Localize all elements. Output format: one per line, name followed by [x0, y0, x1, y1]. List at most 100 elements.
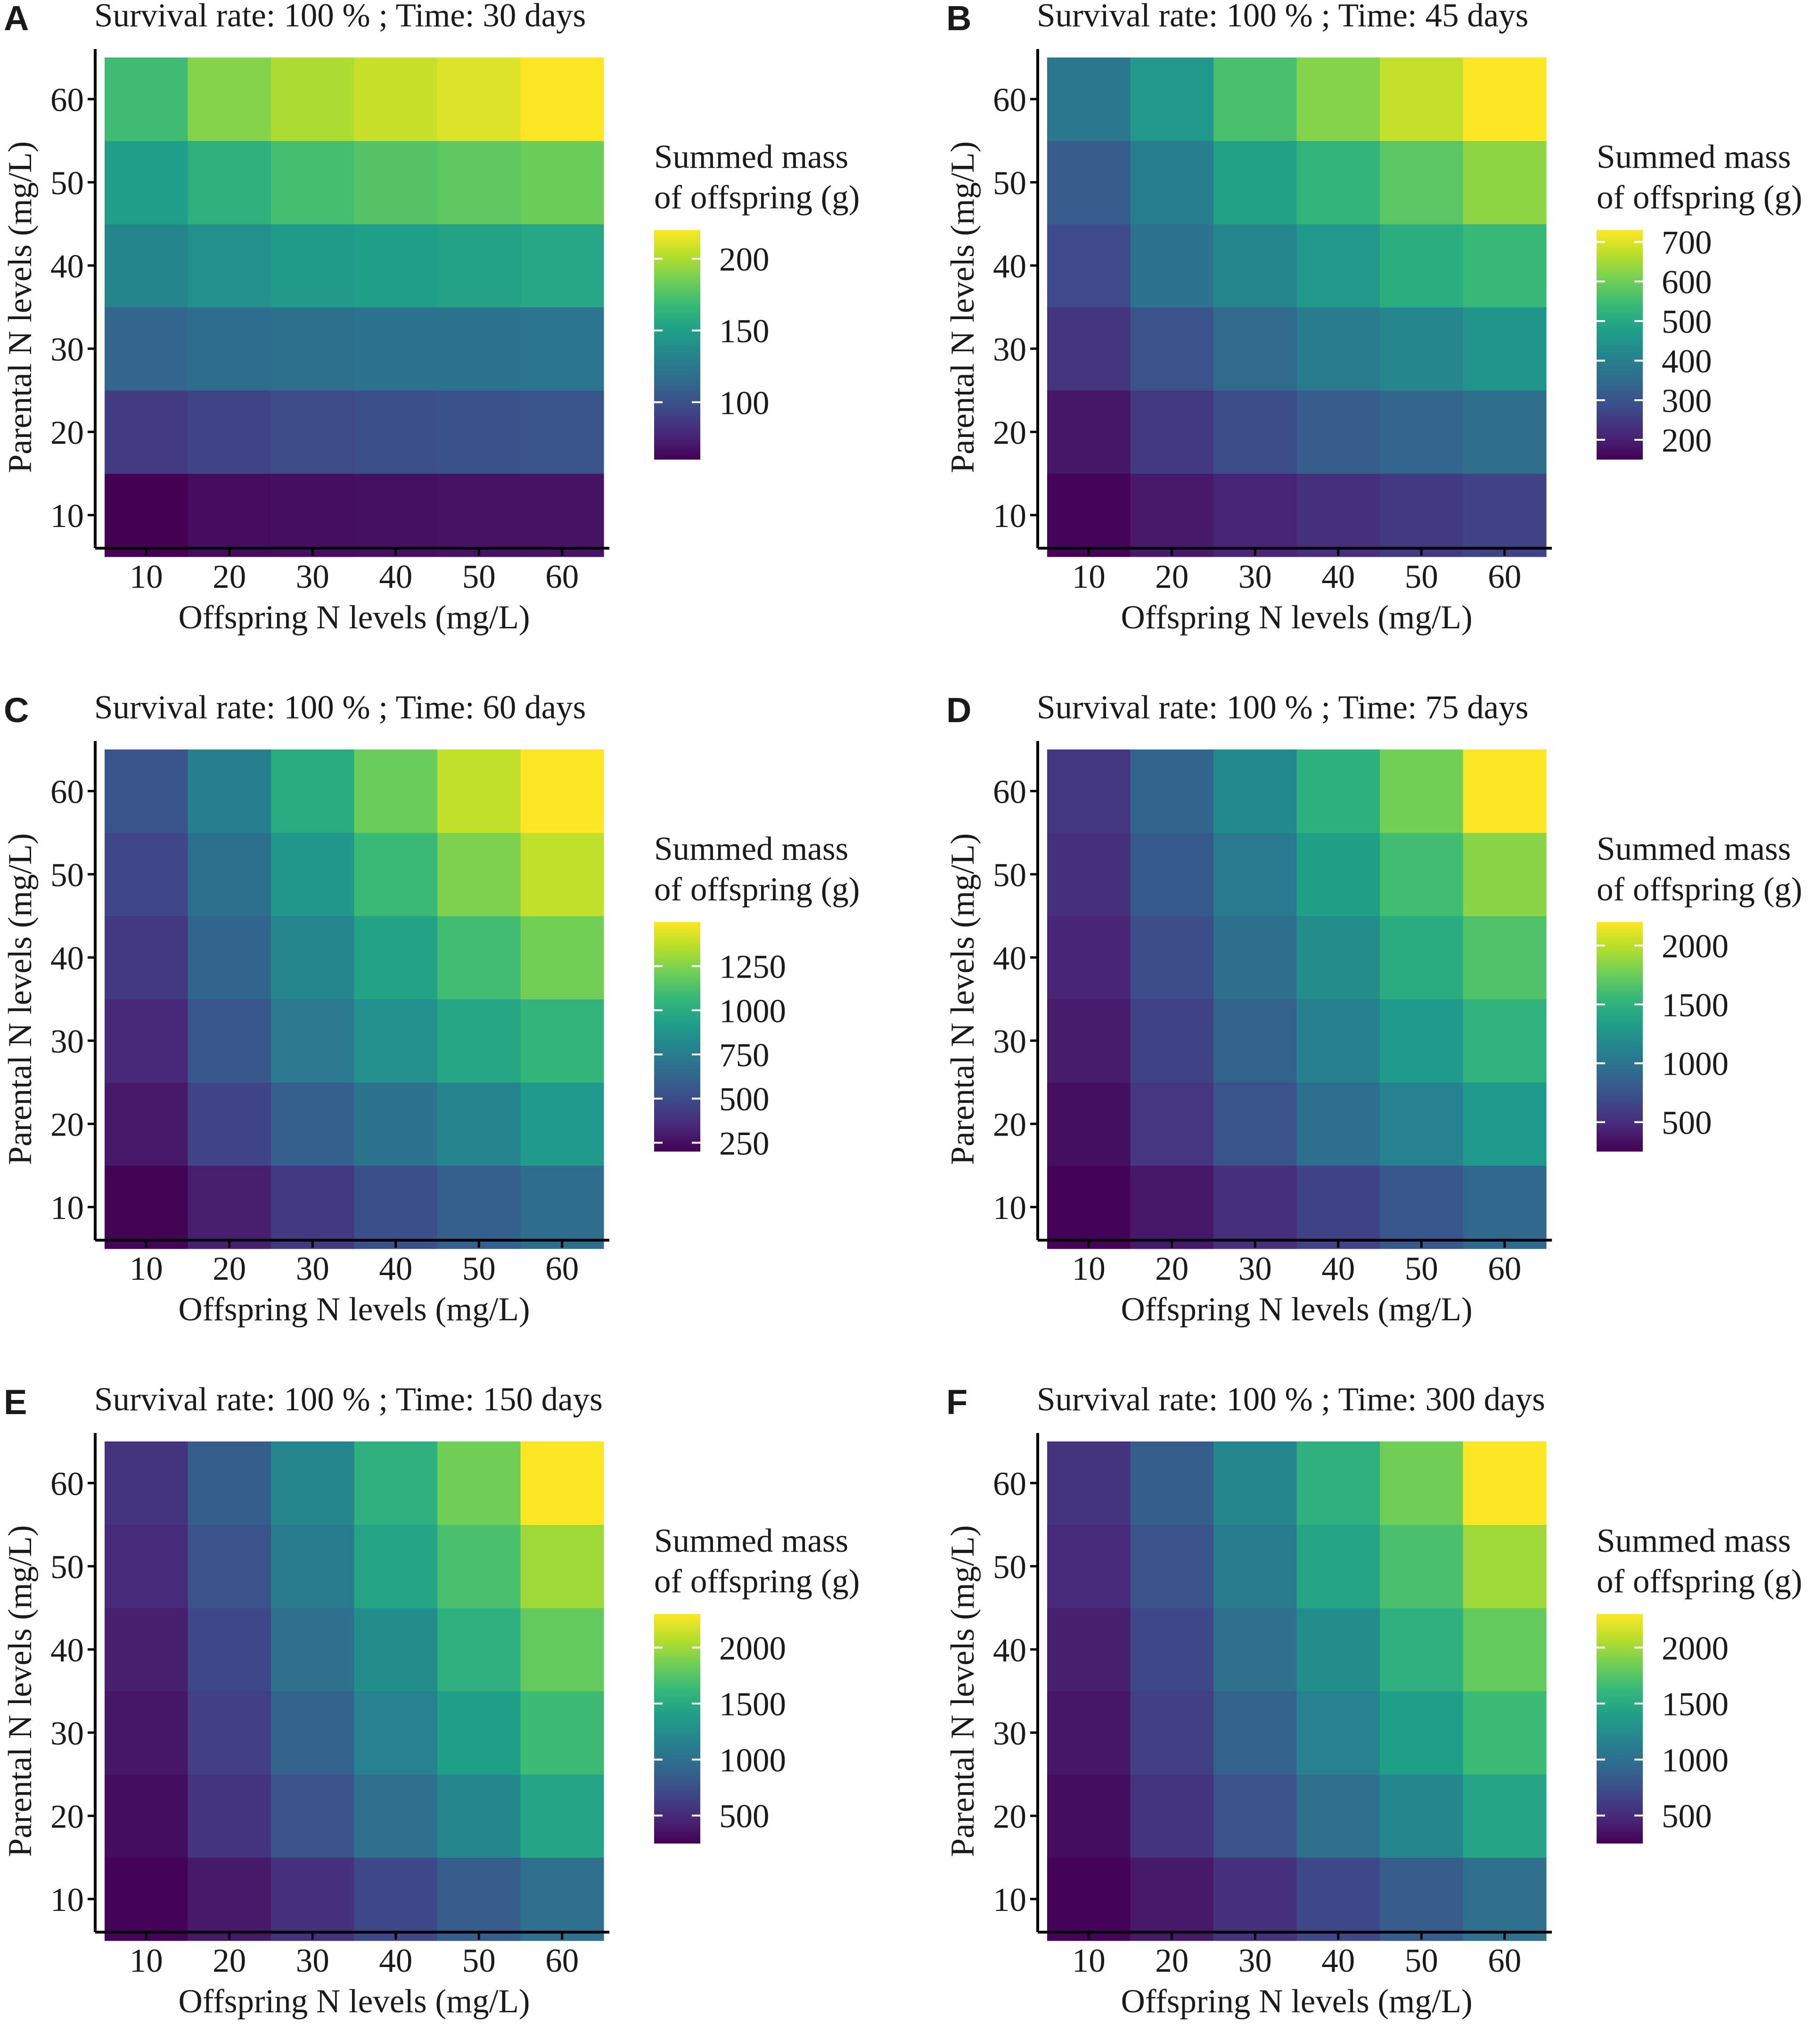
y-tick-label: 50	[50, 1549, 84, 1586]
heatmap-cell	[1296, 1608, 1380, 1692]
heatmap-cell	[188, 473, 271, 557]
heatmap-cell	[520, 140, 604, 224]
x-tick-label: 20	[213, 1943, 246, 1979]
heatmap-cell	[1047, 1857, 1131, 1941]
panel-title: Survival rate: 100 % ; Time: 75 days	[1037, 689, 1528, 726]
heatmap-cell	[1130, 1082, 1214, 1166]
heatmap-cell	[1463, 1774, 1547, 1858]
x-tick-label: 10	[130, 1943, 163, 1979]
panel-label: E	[4, 1383, 27, 1422]
x-tick-label: 10	[1072, 559, 1106, 595]
heatmap-cell	[1213, 307, 1297, 391]
x-tick-label: 40	[379, 1251, 412, 1287]
heatmap-cell	[437, 916, 521, 1000]
heatmap-cell	[1047, 473, 1131, 557]
heatmap-cell	[1380, 1165, 1464, 1249]
heatmap-cell	[1296, 140, 1380, 224]
heatmap-cell	[1213, 1691, 1297, 1775]
x-tick-label: 60	[545, 1943, 579, 1979]
heatmap-cell	[105, 1774, 189, 1858]
heatmap-cell	[1130, 390, 1214, 474]
heatmap-cell	[188, 1441, 271, 1525]
y-tick-label: 50	[993, 857, 1026, 894]
x-tick-label: 50	[1405, 559, 1438, 595]
heatmap-cell	[1130, 1857, 1214, 1941]
panel-a: A Survival rate: 100 % ; Time: 30 days 10 2…	[2, 0, 860, 636]
heatmap-cell	[188, 999, 271, 1083]
heatmap-cell	[1380, 473, 1464, 557]
y-tick-label: 60	[993, 774, 1026, 810]
heatmap-cell	[1047, 832, 1131, 916]
heatmap-cell	[1130, 1608, 1214, 1692]
heatmap-cell	[188, 140, 271, 224]
panel-c: C Survival rate: 100 % ; Time: 60 days 10 2…	[2, 689, 860, 1328]
heatmap-cell	[1213, 1524, 1297, 1608]
heatmap-cell	[105, 916, 189, 1000]
heatmap-cell	[1463, 916, 1547, 1000]
heatmap-cell	[1296, 1857, 1380, 1941]
heatmap-cell	[105, 1857, 189, 1941]
heatmap-cell	[271, 1082, 355, 1166]
heatmap-cell	[1213, 58, 1297, 141]
heatmap-cell	[1130, 1441, 1214, 1525]
heatmap-cell	[105, 140, 189, 224]
heatmap-cell	[1130, 832, 1214, 916]
heatmap-cell	[437, 140, 521, 224]
heatmap-cell	[105, 1082, 189, 1166]
heatmap-cell	[354, 307, 438, 391]
y-tick-label: 50	[50, 165, 84, 202]
heatmap-cell	[1380, 224, 1464, 308]
heatmap-cell	[520, 224, 604, 308]
heatmap-cell	[1380, 1857, 1464, 1941]
heatmap-cell	[520, 1857, 604, 1941]
y-tick-label: 40	[50, 1632, 84, 1669]
heatmap-cell	[437, 1691, 521, 1775]
heatmap-cell	[354, 1524, 438, 1608]
legend-tick-label: 750	[719, 1037, 770, 1074]
heatmap-cell	[271, 1608, 355, 1692]
y-tick-label: 60	[50, 82, 84, 118]
legend-title: of offspring (g)	[1597, 871, 1802, 908]
heatmap-cell	[188, 1165, 271, 1249]
legend-tick-label: 1000	[1662, 1046, 1729, 1083]
x-axis-label: Offspring N levels (mg/L)	[178, 599, 530, 636]
legend-tick-label: 250	[719, 1125, 770, 1162]
x-tick-label: 10	[1072, 1251, 1106, 1287]
heatmap-cell	[188, 1857, 271, 1941]
y-tick-label: 40	[50, 940, 84, 977]
heatmap-cell	[1130, 473, 1214, 557]
legend-title: Summed mass	[1597, 831, 1791, 867]
x-tick-label: 50	[1405, 1251, 1438, 1287]
heatmap-cell	[437, 1857, 521, 1941]
heatmap-cell	[188, 832, 271, 916]
legend-tick-label: 150	[719, 313, 770, 350]
heatmap-cell	[188, 58, 271, 141]
heatmap-cell	[1296, 1165, 1380, 1249]
x-axis-label: Offspring N levels (mg/L)	[178, 1291, 530, 1328]
y-tick-label: 60	[993, 82, 1026, 118]
heatmap-cell	[354, 473, 438, 557]
panel-b: B Survival rate: 100 % ; Time: 45 days 10 2…	[944, 0, 1802, 636]
x-axis-label: Offspring N levels (mg/L)	[178, 1983, 530, 2020]
heatmap-cell	[1047, 1441, 1131, 1525]
legend-tick-label: 400	[1662, 343, 1712, 380]
legend-tick-label: 500	[1662, 1798, 1712, 1835]
heatmap-cell	[188, 916, 271, 1000]
heatmap-cell	[271, 832, 355, 916]
heatmap-cell	[271, 58, 355, 141]
x-tick-label: 30	[1238, 559, 1272, 595]
heatmap-cell	[1380, 749, 1464, 833]
heatmap-cell	[271, 999, 355, 1083]
heatmap-cell	[1213, 1082, 1297, 1166]
heatmap-cell	[271, 1441, 355, 1525]
y-tick-label: 10	[993, 498, 1026, 535]
heatmap-cell	[1296, 58, 1380, 141]
panel-title: Survival rate: 100 % ; Time: 60 days	[94, 689, 586, 726]
legend-colorbar	[1597, 922, 1643, 1152]
x-tick-label: 20	[1155, 1251, 1189, 1287]
x-tick-label: 40	[1321, 1251, 1355, 1287]
heatmap-cell	[1380, 58, 1464, 141]
heatmap-cell	[354, 749, 438, 833]
heatmap-cell	[1047, 1774, 1131, 1858]
heatmap-cell	[354, 224, 438, 308]
